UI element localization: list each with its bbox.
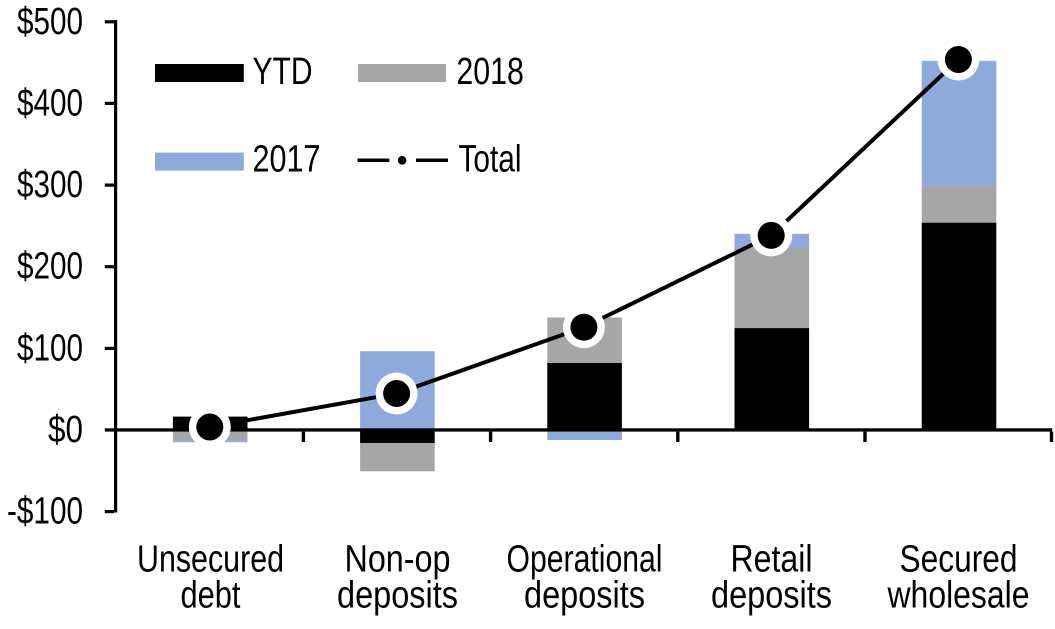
svg-text:debt: debt bbox=[181, 574, 241, 616]
svg-text:$0: $0 bbox=[48, 409, 83, 451]
svg-text:deposits: deposits bbox=[711, 574, 832, 616]
svg-text:$500: $500 bbox=[17, 1, 83, 43]
svg-text:$400: $400 bbox=[17, 82, 83, 124]
svg-text:deposits: deposits bbox=[337, 574, 458, 616]
svg-text:Retail: Retail bbox=[731, 539, 813, 581]
svg-text:Secured: Secured bbox=[900, 539, 1018, 581]
svg-text:deposits: deposits bbox=[524, 574, 645, 616]
svg-text:YTD: YTD bbox=[253, 51, 313, 93]
svg-text:wholesale: wholesale bbox=[887, 574, 1030, 616]
svg-text:Non-op: Non-op bbox=[345, 539, 451, 581]
svg-text:2018: 2018 bbox=[456, 51, 524, 93]
svg-text:$200: $200 bbox=[17, 246, 83, 288]
svg-text:2017: 2017 bbox=[253, 139, 321, 181]
svg-text:Total: Total bbox=[459, 138, 522, 180]
svg-text:-$100: -$100 bbox=[7, 491, 83, 533]
svg-text:Unsecured: Unsecured bbox=[137, 539, 284, 581]
svg-text:$100: $100 bbox=[17, 327, 83, 369]
svg-text:$300: $300 bbox=[17, 164, 83, 206]
svg-text:Operational: Operational bbox=[507, 539, 663, 581]
